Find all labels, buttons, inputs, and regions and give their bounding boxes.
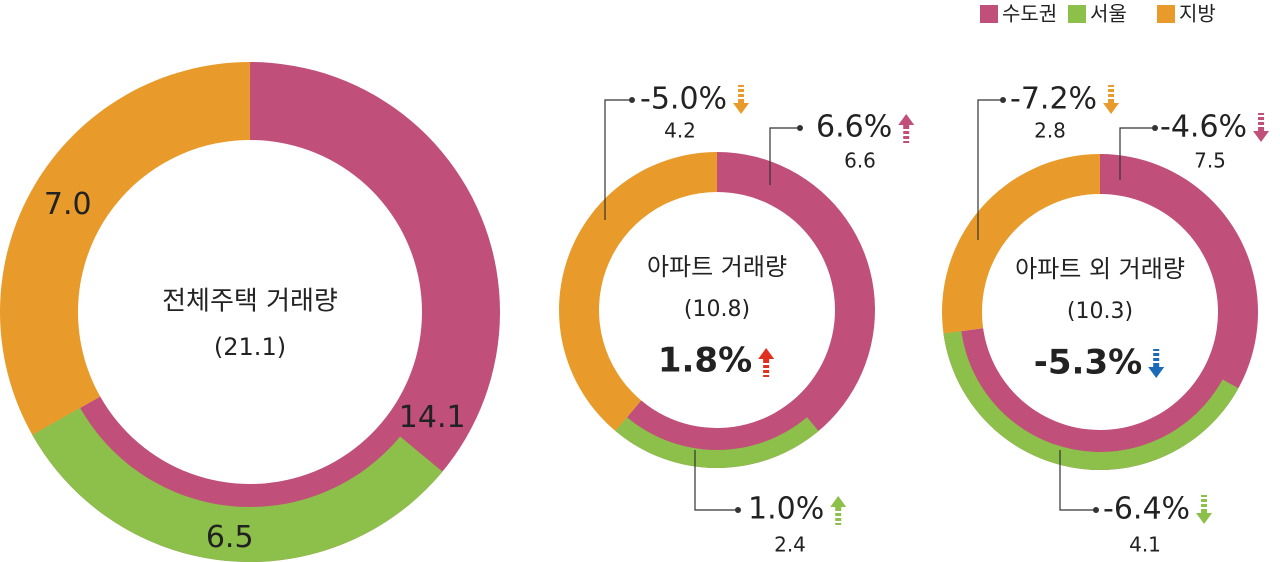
change-arrow [758, 348, 775, 377]
value-label: 2.4 [774, 533, 806, 557]
value-label: 14.1 [399, 400, 466, 435]
value-label: 6.5 [206, 520, 254, 555]
value-label: 7.0 [44, 187, 92, 222]
value-label: 4.1 [1129, 533, 1161, 557]
value-label: 6.6 [844, 149, 876, 173]
leader-line [769, 127, 800, 185]
total-change: 1.8% [658, 341, 752, 381]
leader-dot [735, 507, 741, 513]
donut-subtitle: (10.8) [684, 297, 750, 322]
arrow-shape [733, 85, 750, 114]
change-arrow [1103, 85, 1120, 114]
segment [943, 331, 1239, 471]
change-arrow [1148, 349, 1165, 378]
legend-label: 수도권 [1002, 2, 1057, 26]
donut-title: 전체주택 거래량 [162, 287, 338, 317]
segment [0, 62, 250, 435]
change-label: -7.2% [1010, 82, 1097, 117]
leader-dot [797, 125, 803, 131]
value-label: 2.8 [1034, 119, 1066, 143]
change-label: -5.0% [640, 82, 727, 117]
change-label: 6.6% [816, 110, 892, 145]
donut-subtitle: (10.3) [1067, 299, 1133, 324]
arrow-shape [1253, 113, 1270, 142]
arrow-shape [1103, 85, 1120, 114]
leader-line [694, 450, 738, 511]
arrow-shape [758, 348, 775, 377]
change-arrow [898, 114, 915, 143]
value-label: 7.5 [1194, 149, 1226, 173]
leader-dot [629, 97, 635, 103]
segment [558, 152, 717, 432]
leader-line [1119, 127, 1155, 180]
leader-dot [1093, 507, 1099, 513]
leader-dot [1000, 97, 1006, 103]
legend-swatch [1068, 5, 1086, 23]
arrow-shape [898, 114, 915, 143]
change-arrow [1196, 495, 1213, 524]
arrow-shape [1196, 495, 1213, 524]
change-arrow [1253, 113, 1270, 142]
donut-title: 아파트 외 거래량 [1015, 255, 1185, 283]
donut-subtitle: (21.1) [214, 333, 286, 361]
leader-dot [1152, 125, 1158, 131]
arrow-shape [830, 496, 847, 525]
legend-swatch [980, 5, 998, 23]
segment [32, 62, 500, 562]
legend-swatch [1157, 5, 1175, 23]
legend-label: 서울 [1090, 2, 1127, 26]
leader-line [604, 99, 632, 220]
change-label: -4.6% [1160, 110, 1247, 145]
change-arrow [830, 496, 847, 525]
change-arrow [733, 85, 750, 114]
segment [615, 152, 875, 469]
segment [32, 407, 443, 562]
arrow-shape [1148, 349, 1165, 378]
value-label: 4.2 [664, 119, 696, 143]
donut-title: 아파트 거래량 [647, 253, 787, 281]
leader-line [977, 99, 1003, 240]
total-change: -5.3% [1034, 343, 1142, 383]
segment [615, 417, 819, 468]
change-label: -6.4% [1103, 492, 1190, 527]
legend-label: 지방 [1179, 2, 1216, 26]
change-label: 1.0% [748, 492, 824, 527]
segment [942, 154, 1100, 334]
leader-line [1059, 450, 1096, 511]
